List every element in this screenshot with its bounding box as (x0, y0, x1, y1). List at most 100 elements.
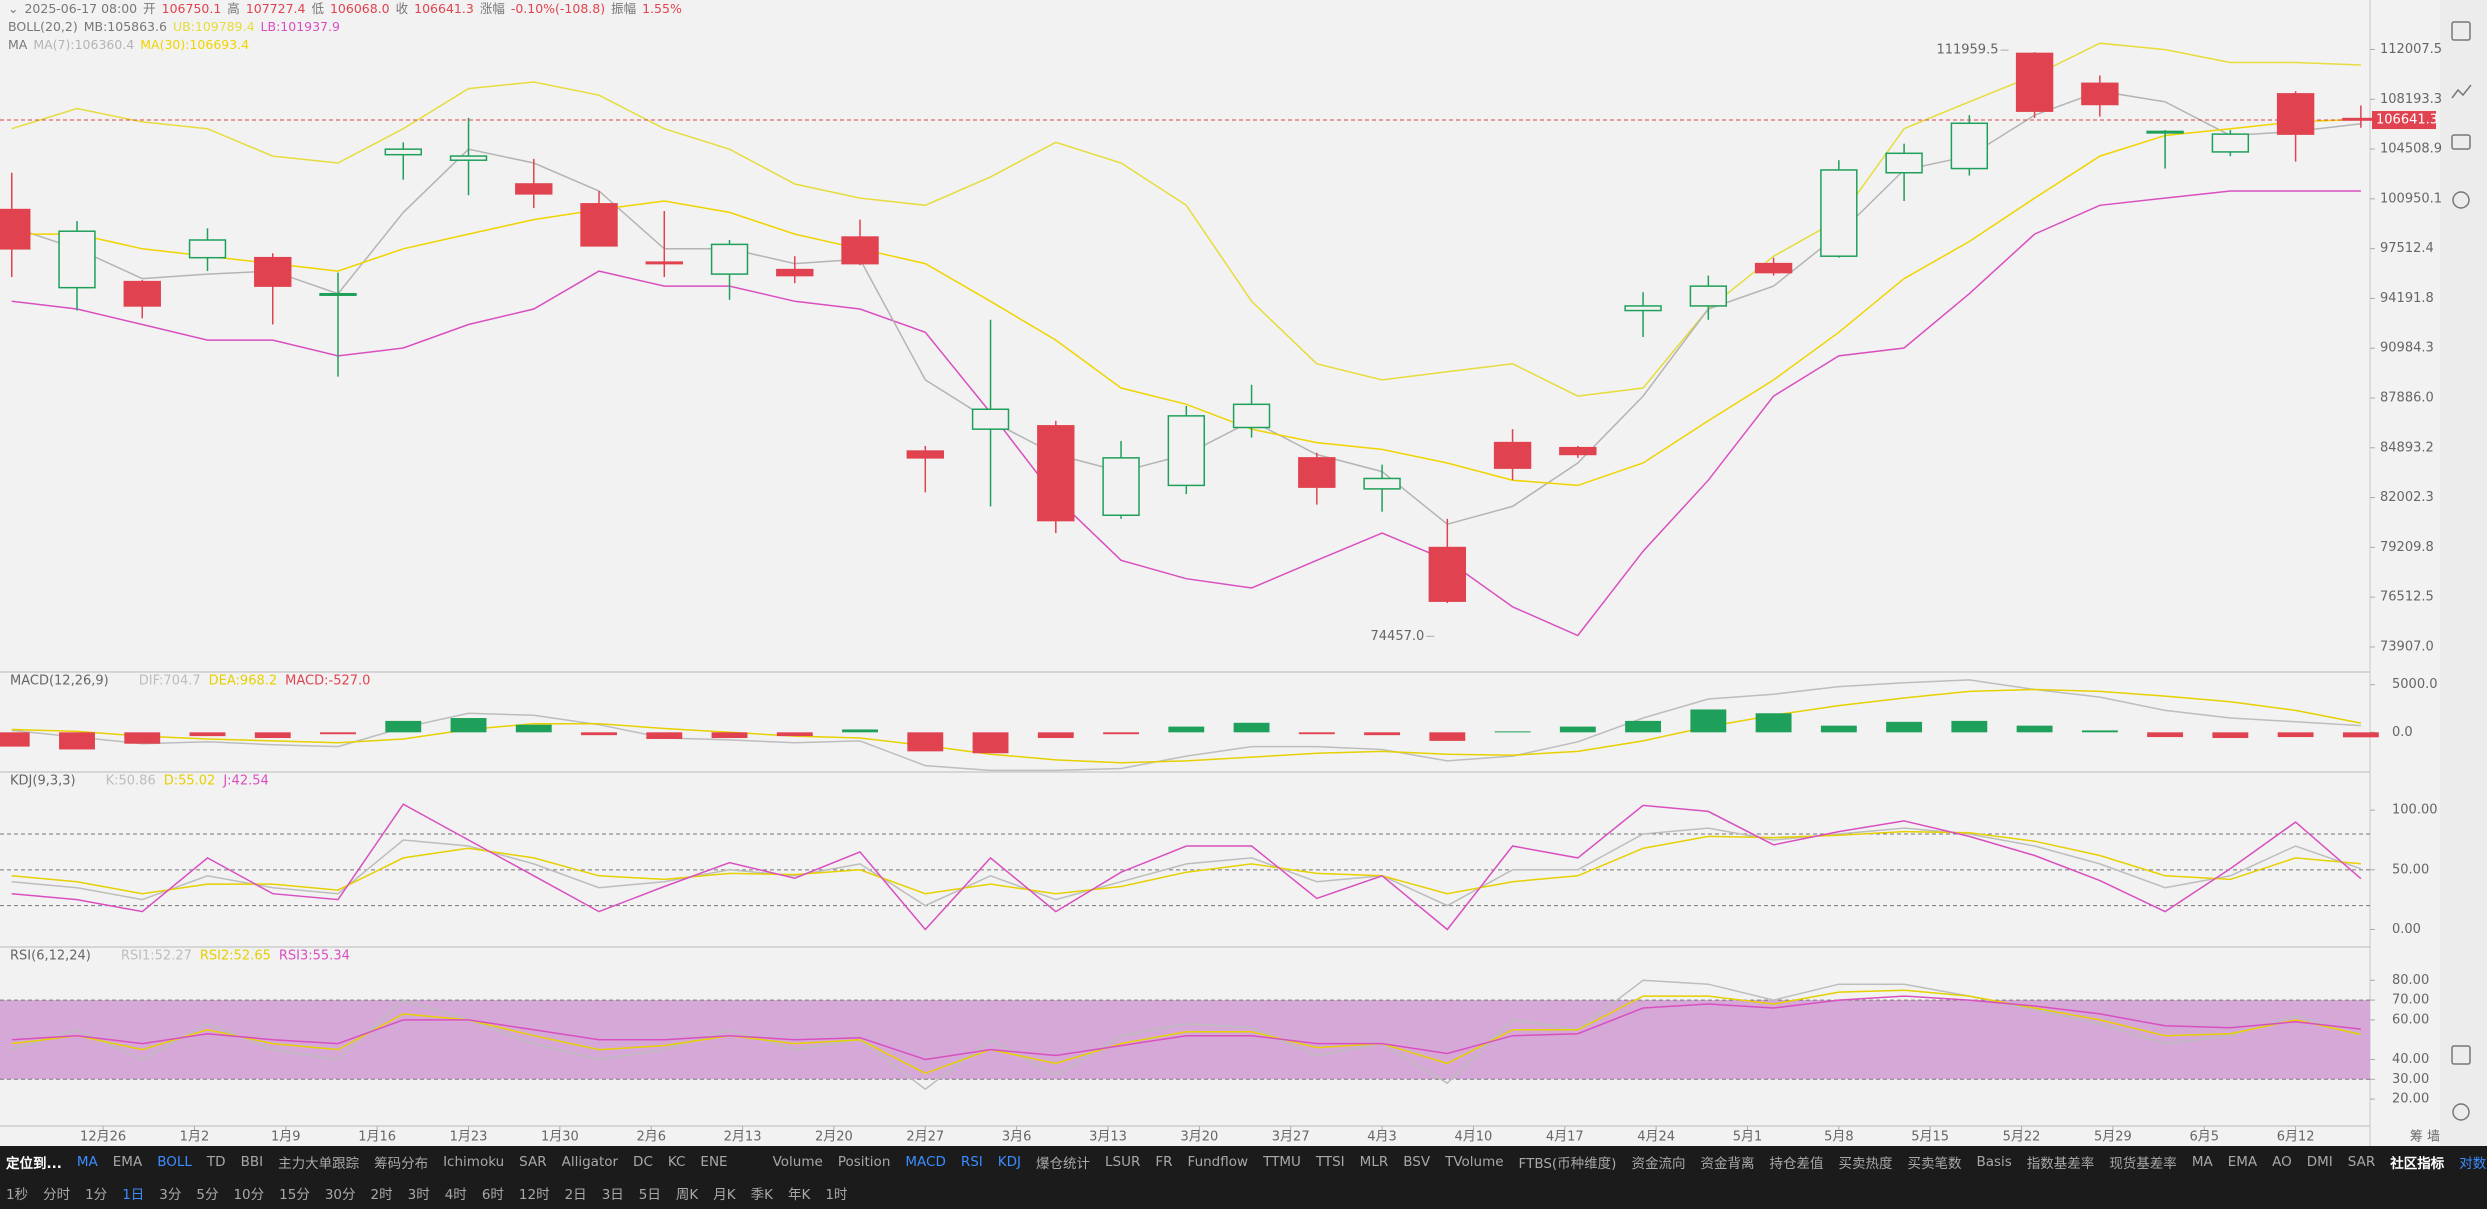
toolbar-item[interactable]: Volume (772, 1153, 823, 1170)
locate[interactable]: 定位到... (6, 1155, 62, 1172)
toolbar-item[interactable]: KDJ (997, 1153, 1022, 1170)
histogram-bar (1168, 726, 1205, 733)
toolbar-item[interactable]: 买卖笔数 (1907, 1155, 1962, 1172)
field-value: -0.10%(-108.8) (510, 1, 606, 16)
toolbar-item[interactable]: LSUR (1105, 1153, 1141, 1170)
y-tick-label: 94191.8 (2380, 291, 2434, 306)
toolbar-item[interactable]: 筹码分布 (374, 1155, 429, 1172)
toolbar-item[interactable]: Basis (1976, 1153, 2012, 1170)
toolbar-item[interactable]: TD (206, 1153, 226, 1170)
toolbar-item[interactable]: 分时 (43, 1186, 71, 1203)
toolbar-item[interactable]: EMA (112, 1153, 143, 1170)
toolbar-item[interactable]: FR (1155, 1153, 1173, 1170)
toolbar-item[interactable]: 季K (750, 1186, 773, 1203)
toolbar-item[interactable]: 买卖热度 (1838, 1155, 1893, 1172)
toolbar-item[interactable]: BBI (240, 1153, 264, 1170)
toolbar-item[interactable]: 对数 (2459, 1155, 2487, 1172)
toolbar-item[interactable]: 5日 (638, 1186, 661, 1203)
toolbar-item[interactable]: Ichimoku (443, 1153, 505, 1170)
panel-label: MACD(12,26,9) (10, 674, 109, 689)
histogram-bar (59, 732, 95, 750)
histogram-bar (124, 732, 161, 744)
toolbar-item[interactable]: 30分 (324, 1186, 356, 1203)
toolbar-item[interactable]: MA (76, 1153, 98, 1170)
toolbar-item[interactable]: AO (2272, 1153, 2292, 1170)
field-value: 1.55% (642, 1, 682, 16)
toolbar-item[interactable]: KC (667, 1153, 686, 1170)
toolbar-item[interactable]: 周K (675, 1186, 699, 1203)
toolbar-item[interactable]: 6时 (481, 1186, 504, 1203)
candle-body (1363, 477, 1401, 490)
field-label: 高 (227, 1, 240, 16)
toolbar-item[interactable]: BOLL (157, 1153, 192, 1170)
candle-body (1754, 262, 1793, 274)
toolbar-item[interactable]: MLR (1359, 1153, 1389, 1170)
indicator-line (11, 995, 2361, 1061)
toolbar-item[interactable]: 主力大单跟踪 (278, 1155, 360, 1172)
toolbar-item[interactable]: FTBS(币种维度) (1518, 1155, 1617, 1172)
toolbar-item[interactable]: 3日 (601, 1186, 624, 1203)
toolbar-item[interactable]: 1分 (85, 1186, 108, 1203)
toolbar-item[interactable]: MA (2191, 1153, 2213, 1170)
toolbar-item[interactable]: 5分 (196, 1186, 219, 1203)
toolbar-item[interactable]: 社区指标 (2390, 1155, 2445, 1172)
toolbar-item[interactable]: 4时 (444, 1186, 467, 1203)
toolbar-item[interactable]: 12时 (518, 1186, 550, 1203)
y-tick-label: 112007.5 (2380, 42, 2442, 57)
toolbar-item[interactable]: 10分 (233, 1186, 265, 1203)
toolbar-item[interactable]: 爆仓统计 (1036, 1155, 1091, 1172)
toolbar-item[interactable]: 资金背离 (1700, 1155, 1755, 1172)
toolbar-item[interactable]: 1秒 (6, 1186, 29, 1203)
toolbar-item[interactable]: 月K (713, 1186, 736, 1203)
candle-body (2146, 130, 2184, 134)
y-tick-label: 79209.8 (2380, 540, 2434, 555)
field-label: 振幅 (611, 1, 637, 16)
toolbar-item[interactable]: 15分 (279, 1186, 310, 1203)
toolbar-item[interactable]: 2时 (370, 1186, 393, 1203)
toolbar-item[interactable]: EMA (2227, 1153, 2258, 1170)
x-tick-label: 3月20 (1180, 1130, 1218, 1145)
toolbar-item[interactable]: RSI (960, 1153, 983, 1170)
histogram-bar (646, 732, 683, 739)
toolbar-item[interactable]: 2日 (564, 1186, 587, 1203)
toolbar-item[interactable]: MACD (905, 1153, 946, 1170)
toolbar-item[interactable]: TTMU (1263, 1153, 1301, 1170)
candle-body (188, 239, 227, 259)
toolbar-item[interactable]: 持仓差值 (1769, 1155, 1824, 1172)
toolbar-item[interactable]: TTSI (1315, 1153, 1345, 1170)
toolbar-item[interactable]: Position (837, 1153, 891, 1170)
indicator-line (11, 830, 2361, 895)
toolbar-item[interactable]: 1时 (825, 1186, 848, 1203)
toolbar-item[interactable]: 年K (787, 1186, 811, 1203)
indicator-label: BOLL(20,2) (8, 19, 78, 34)
histogram-bar (1364, 732, 1401, 736)
band (0, 1000, 2370, 1080)
toolbar-item[interactable]: SAR (519, 1153, 547, 1170)
toolbar-item[interactable]: BSV (1403, 1153, 1431, 1170)
y-tick-label: 76512.5 (2380, 590, 2434, 605)
toolbar-item[interactable]: 3时 (407, 1186, 430, 1203)
toolbar-item[interactable]: 指数基差率 (2026, 1155, 2095, 1172)
overlay-line (11, 42, 2361, 397)
toolbar-item[interactable]: SAR (2347, 1153, 2376, 1170)
toolbar-item[interactable]: DMI (2306, 1153, 2333, 1170)
toolbar-item[interactable]: Alligator (561, 1153, 619, 1170)
histogram-bar (254, 732, 291, 739)
toolbar-item[interactable]: Fundflow (1187, 1153, 1249, 1170)
legend-entry: UB:109789.4 (172, 19, 255, 34)
toolbar-item[interactable]: ENE (700, 1153, 728, 1170)
x-tick-label: 12月26 (80, 1130, 126, 1145)
toolbar-item[interactable]: 3分 (159, 1186, 182, 1203)
toolbar-item[interactable]: DC (633, 1153, 653, 1170)
toolbar-item[interactable]: 资金流向 (1631, 1155, 1686, 1172)
toolbar-item[interactable]: 现货基差率 (2109, 1155, 2177, 1172)
x-tick-label: 4月10 (1455, 1130, 1493, 1145)
indicator-line (11, 803, 2362, 931)
x-tick-label: 5月15 (1911, 1130, 1949, 1145)
toolbar-item[interactable]: TVolume (1445, 1153, 1504, 1170)
y-tick-label: 73907.0 (2380, 639, 2434, 654)
toolbar-item[interactable]: 1日 (122, 1186, 145, 1203)
